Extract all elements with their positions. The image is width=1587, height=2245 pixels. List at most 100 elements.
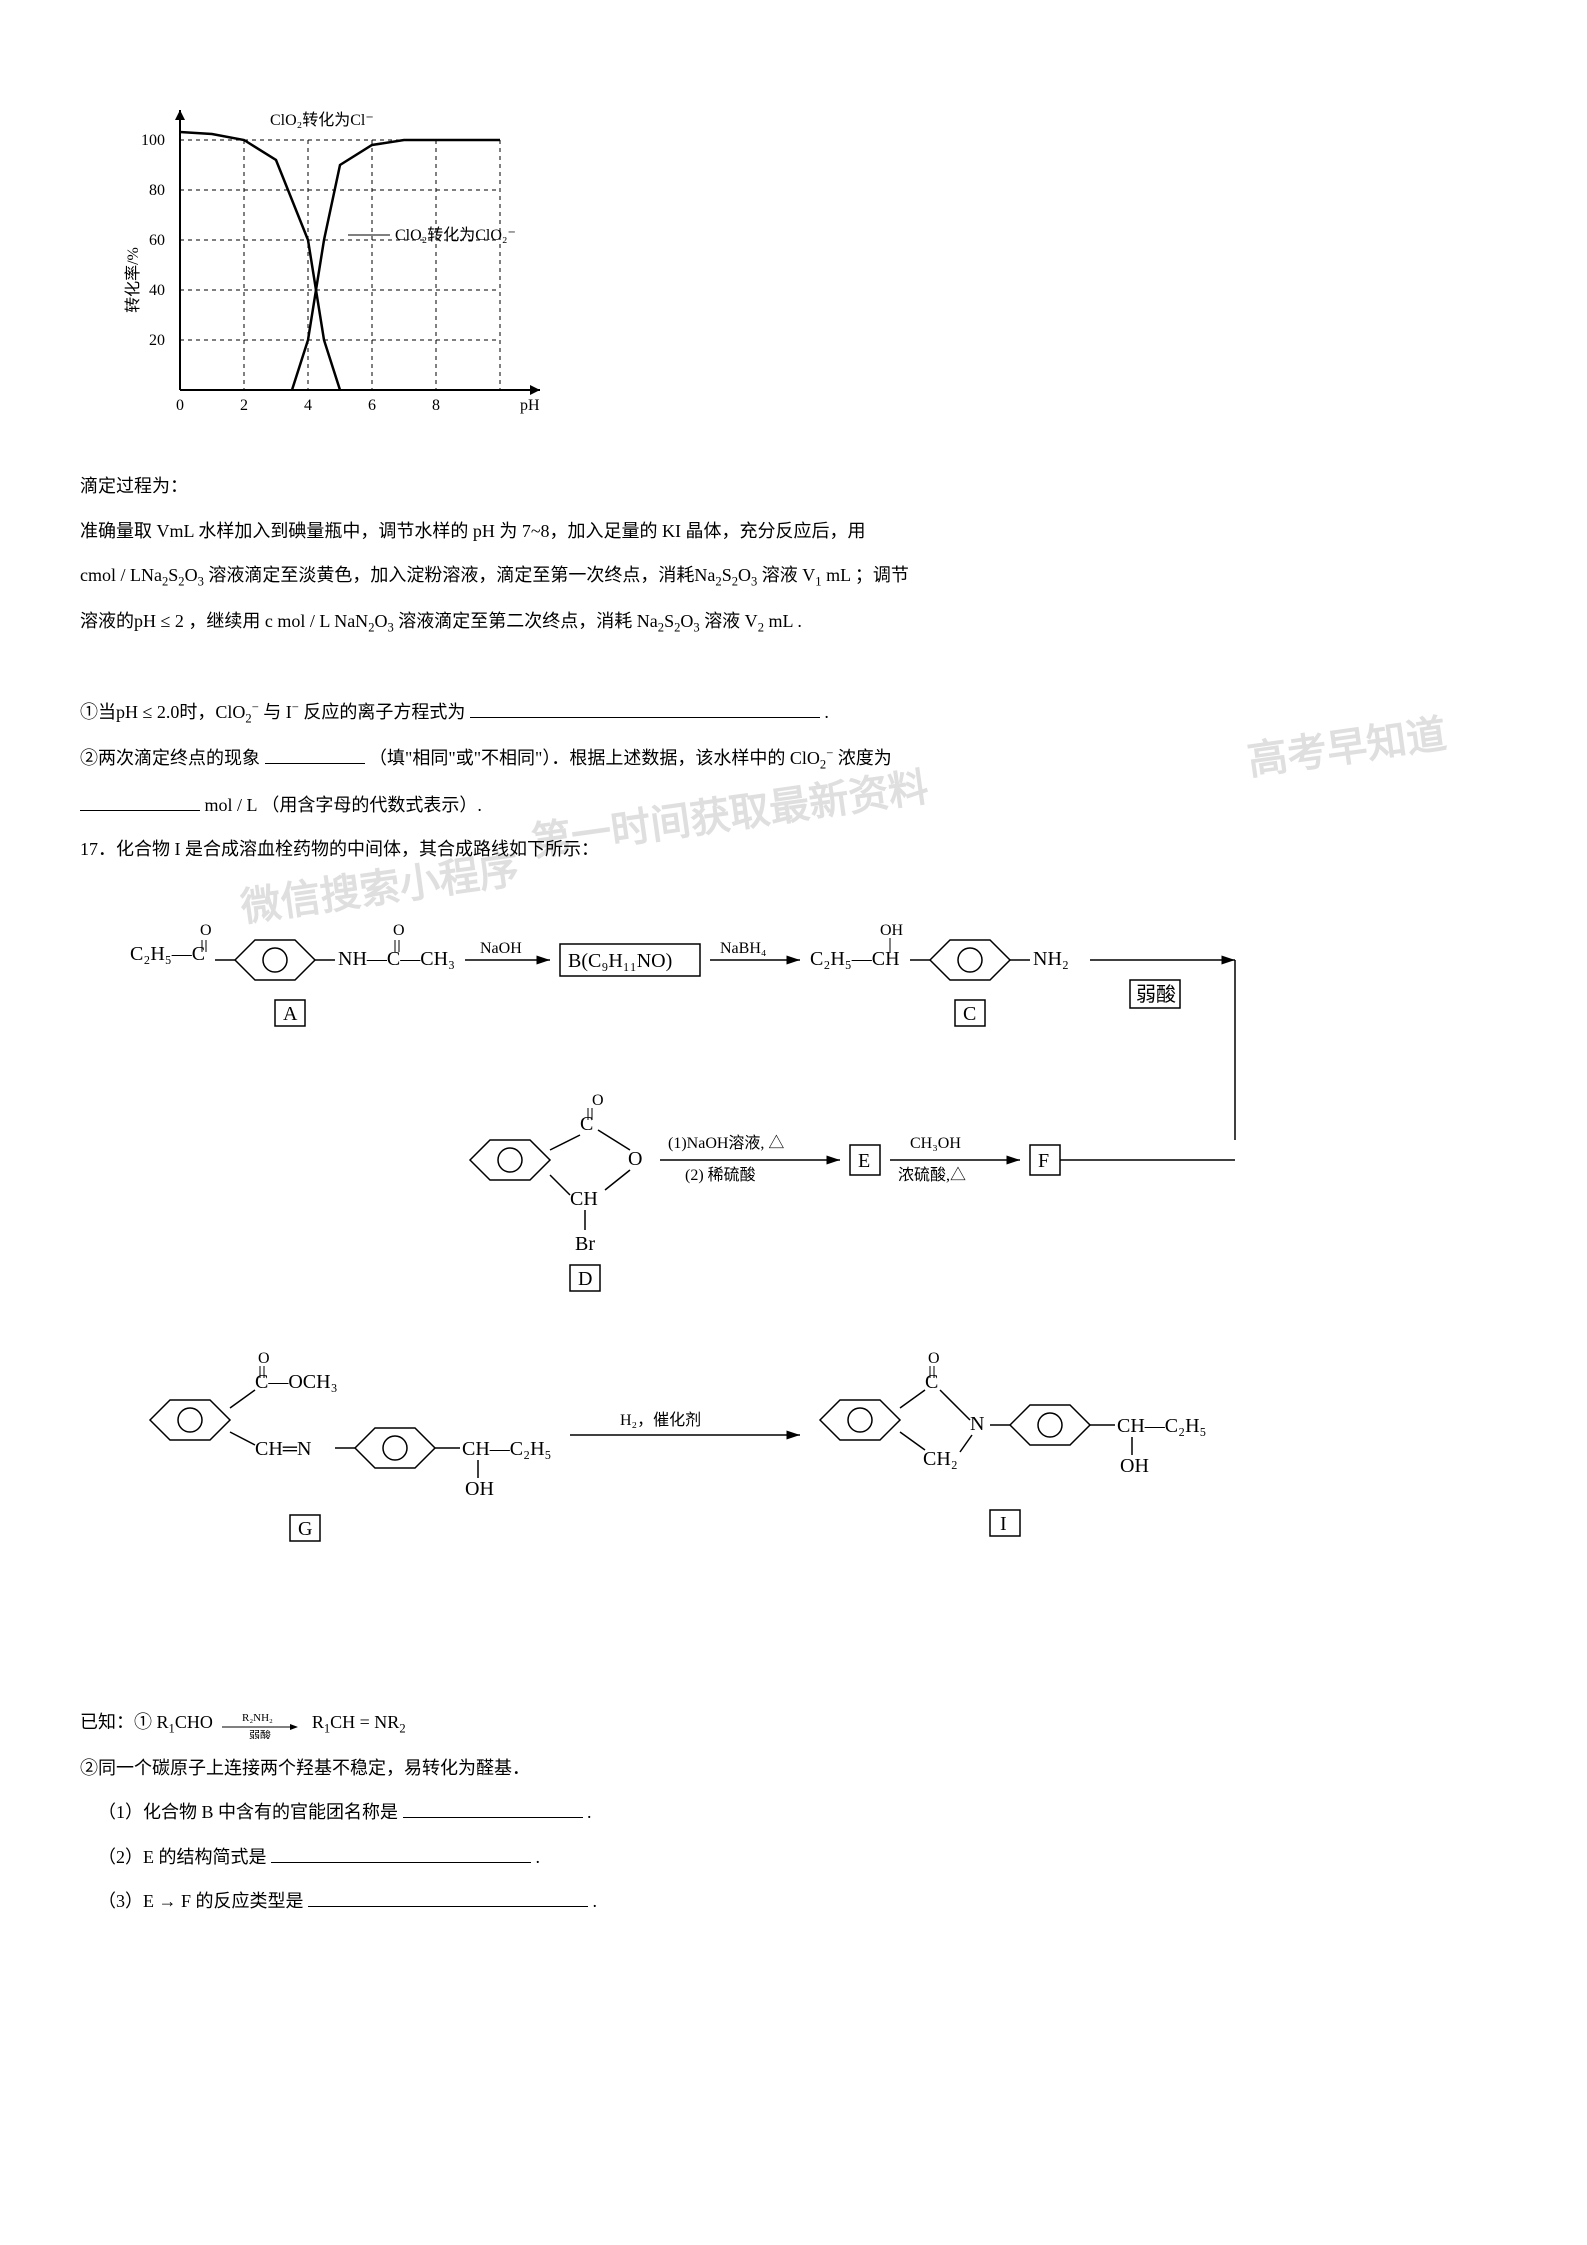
svg-text:OH: OH [465, 1478, 494, 1500]
q1-mid: 与 I [263, 702, 292, 722]
known-mid: CHO [175, 1712, 213, 1732]
svg-text:O: O [628, 1148, 642, 1170]
o2: O [738, 565, 751, 585]
svg-text:I: I [1000, 1513, 1007, 1535]
question-2: 高考早知道 ②两次滴定终点的现象 （填"相同"或"不相同"）．根据上述数据，该水… [80, 742, 1507, 776]
svg-text:E: E [858, 1150, 870, 1172]
known-eq: CH = NR [330, 1712, 399, 1732]
svg-text:弱酸: 弱酸 [249, 1728, 271, 1739]
svg-text:0: 0 [176, 397, 184, 414]
proc-l2-a: cmol / LNa [80, 565, 162, 585]
sup-minus: − [252, 700, 259, 714]
blank-q2b [80, 793, 200, 811]
proc-l1: 准确量取 VmL 水样加入到碘量瓶中，调节水样的 pH 为 7~8，加入足量的 … [80, 521, 866, 541]
proc-l2-b: 溶液滴定至淡黄色，加入淀粉溶液，滴定至第一次终点，消耗Na [208, 565, 715, 585]
known2-text: ②同一个碳原子上连接两个羟基不稳定，易转化为醛基． [80, 1758, 530, 1778]
known-2: ②同一个碳原子上连接两个羟基不稳定，易转化为醛基． [80, 1752, 1507, 1784]
svg-text:OH: OH [880, 922, 904, 939]
proc-l3-c: 溶液 V [704, 611, 758, 631]
svg-text:B(C₉H₁₁NO): B(C₉H₁₁NO) [568, 950, 672, 972]
svg-text:60: 60 [149, 232, 165, 249]
sub1-pre: （1）化合物 B 中含有的官能团名称是 [98, 1802, 398, 1822]
svg-text:G: G [298, 1518, 312, 1540]
proc-l3-b: 溶液滴定至第二次终点，消耗 Na [398, 611, 658, 631]
sub3-pre: （3）E → F 的反应类型是 [98, 1891, 304, 1911]
o: O [185, 565, 198, 585]
svg-text:CH: CH [570, 1188, 598, 1210]
known-after: R [312, 1712, 324, 1732]
conversion-rate-chart: 20 40 60 80 100 0 2 4 6 8 pH 转化率/% ClO₂转… [120, 80, 1507, 450]
svg-text:C: C [963, 1003, 976, 1025]
svg-text:80: 80 [149, 182, 165, 199]
proc-l3-a: 溶液的pH ≤ 2 ，继续用 c mol / L NaN [80, 611, 368, 631]
sub3-punct: . [593, 1891, 598, 1911]
svg-text:R₂NH₂: R₂NH₂ [242, 1712, 273, 1724]
titration-procedure-line1: 准确量取 VmL 水样加入到碘量瓶中，调节水样的 pH 为 7~8，加入足量的 … [80, 515, 1507, 547]
chart-svg: 20 40 60 80 100 0 2 4 6 8 pH 转化率/% ClO₂转… [120, 80, 560, 440]
svg-text:C₂H₅—C: C₂H₅—C [130, 943, 205, 965]
q2-l2: mol / L （用含字母的代数式表示）. [205, 795, 482, 815]
sup-minus2: − [292, 700, 299, 714]
q2-end: 浓度为 [838, 748, 892, 768]
question-1: ①当pH ≤ 2.0时，ClO2− 与 I− 反应的离子方程式为 . [80, 696, 1507, 730]
svg-text:6: 6 [368, 397, 376, 414]
sub-v1: 1 [815, 575, 821, 589]
svg-text:NaOH: NaOH [480, 940, 522, 957]
titration-procedure-line3: 溶液的pH ≤ 2 ，继续用 c mol / L NaN 2 O3 溶液滴定至第二次… [80, 605, 1507, 639]
blank-sub2 [271, 1845, 531, 1863]
svg-text:40: 40 [149, 282, 165, 299]
svg-text:A: A [283, 1003, 298, 1025]
sup-minus3: − [826, 746, 833, 760]
svg-text:100: 100 [141, 132, 165, 149]
q2-mid: （填"相同"或"不相同"）．根据上述数据，该水样中的 ClO [369, 748, 820, 768]
svg-text:pH: pH [520, 397, 540, 414]
titration-intro: 滴定过程为： [80, 470, 1507, 502]
question-2-line2: 第一时间获取最新资料 mol / L （用含字母的代数式表示）. [80, 789, 1507, 821]
synthesis-svg: .chem { font-family: "Times New Roman", … [120, 880, 1520, 1680]
sub3: 3 [198, 575, 204, 589]
question-17: 微信搜索小程序 17．化合物 I 是合成溶血栓药物的中间体，其合成路线如下所示： [80, 833, 1507, 865]
svg-text:NH—C—CH₃: NH—C—CH₃ [338, 948, 455, 970]
sub-r2: 2 [399, 1721, 405, 1735]
o4: O [680, 611, 693, 631]
svg-text:转化率/%: 转化率/% [124, 247, 142, 313]
synthesis-diagram: .chem { font-family: "Times New Roman", … [120, 880, 1507, 1690]
sub2-punct: . [536, 1847, 541, 1867]
svg-text:CH—C₂H₅: CH—C₂H₅ [1117, 1415, 1207, 1437]
known-pre: 已知：① R [80, 1712, 169, 1732]
svg-text:C: C [580, 1113, 593, 1135]
svg-text:浓硫酸,△: 浓硫酸,△ [898, 1166, 966, 1184]
svg-text:CH—C₂H₅: CH—C₂H₅ [462, 1438, 552, 1460]
svg-text:8: 8 [432, 397, 440, 414]
svg-text:ClO₂转化为Cl⁻: ClO₂转化为Cl⁻ [270, 111, 374, 129]
svg-text:F: F [1038, 1150, 1049, 1172]
svg-text:(2) 稀硫酸: (2) 稀硫酸 [685, 1166, 756, 1184]
svg-text:弱酸: 弱酸 [1136, 983, 1176, 1006]
known-1: 已知：① R1CHO R₂NH₂ 弱酸 R1CH = NR2 [80, 1706, 1507, 1740]
svg-text:O: O [928, 1350, 940, 1367]
svg-text:NH₂: NH₂ [1033, 948, 1069, 970]
svg-text:H₂，催化剂: H₂，催化剂 [620, 1411, 701, 1429]
sub3b: 3 [751, 575, 757, 589]
reaction-arrow-icon: R₂NH₂ 弱酸 [217, 1709, 307, 1739]
sub-question-2: （2）E 的结构简式是 . [98, 1841, 1507, 1873]
svg-text:O: O [592, 1092, 604, 1109]
q1-end: 反应的离子方程式为 [303, 702, 465, 722]
svg-text:NaBH₄: NaBH₄ [720, 940, 767, 957]
svg-text:4: 4 [304, 397, 312, 414]
blank-sub3 [308, 1889, 588, 1907]
q1-punct: . [824, 702, 829, 722]
blank-q1 [470, 700, 820, 718]
svg-text:C—OCH₃: C—OCH₃ [255, 1371, 338, 1393]
svg-text:20: 20 [149, 332, 165, 349]
svg-text:CH═N: CH═N [255, 1438, 311, 1460]
svg-text:C₂H₅—CH: C₂H₅—CH [810, 948, 900, 970]
q2-pre: ②两次滴定终点的现象 [80, 748, 260, 768]
sub3d: 3 [693, 621, 699, 635]
svg-text:D: D [578, 1268, 592, 1290]
svg-text:O: O [393, 922, 405, 939]
titration-intro-text: 滴定过程为： [80, 476, 188, 496]
sub-v2: 2 [758, 621, 764, 635]
proc-l2-d: mL ；调节 [826, 565, 909, 585]
svg-text:2: 2 [240, 397, 248, 414]
